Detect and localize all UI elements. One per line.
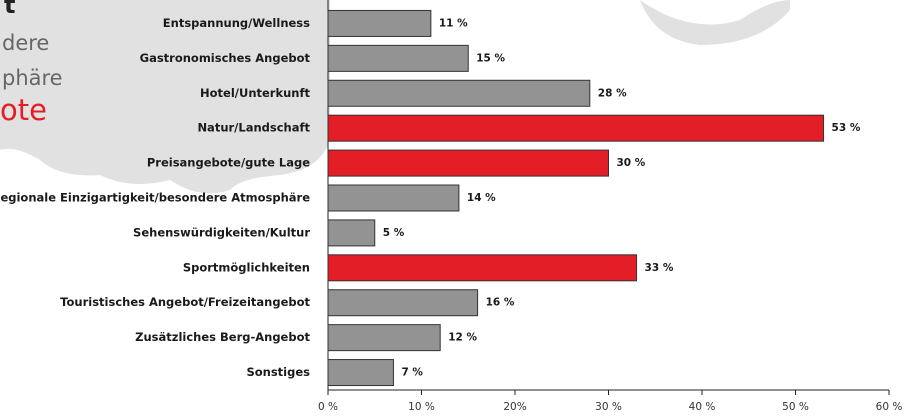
bar: [328, 45, 468, 71]
category-label: Sportmöglichkeiten: [183, 260, 310, 274]
bar: [328, 115, 824, 141]
x-tick-label: 10 %: [408, 401, 435, 413]
x-tick-label: 30 %: [595, 401, 622, 413]
background-text: t: [4, 0, 15, 19]
bar: [328, 255, 637, 281]
category-label: Natur/Landschaft: [197, 121, 310, 135]
value-label: 11 %: [439, 17, 468, 29]
category-label: Preisangebote/gute Lage: [147, 156, 310, 170]
value-label: 7 %: [401, 367, 423, 379]
bar: [328, 290, 478, 316]
bar: [328, 150, 609, 176]
x-tick-label: 40 %: [689, 401, 716, 413]
category-label: Touristisches Angebot/Freizeitangebot: [60, 295, 310, 309]
category-label: Regionale Einzigartigkeit/besondere Atmo…: [0, 191, 310, 205]
bar: [328, 360, 393, 386]
background-text: ote: [0, 93, 47, 127]
category-label: Hotel/Unterkunft: [200, 86, 310, 100]
value-label: 15 %: [476, 52, 505, 64]
bar: [328, 10, 431, 36]
x-tick-label: 60 %: [876, 401, 903, 413]
value-label: 16 %: [486, 297, 515, 309]
value-label: 14 %: [467, 192, 496, 204]
category-label: Gastronomisches Angebot: [140, 51, 311, 65]
bar: [328, 185, 459, 211]
value-label: 12 %: [448, 332, 477, 344]
value-label: 28 %: [598, 87, 627, 99]
value-label: 33 %: [645, 262, 674, 274]
category-label: Entspannung/Wellness: [163, 16, 310, 30]
value-label: 53 %: [832, 122, 861, 134]
value-label: 30 %: [617, 157, 646, 169]
background-arc: [640, 0, 790, 45]
category-label: Zusätzliches Berg-Angebot: [135, 330, 310, 344]
x-tick-label: 0 %: [318, 401, 338, 413]
bar: [328, 325, 440, 351]
bar: [328, 80, 590, 106]
category-label: Sonstiges: [246, 365, 310, 379]
bar: [328, 220, 375, 246]
x-tick-label: 50 %: [782, 401, 809, 413]
category-label: Sehenswürdigkeiten/Kultur: [133, 225, 310, 239]
value-label: 5 %: [383, 227, 405, 239]
x-tick-label: 20%: [503, 401, 526, 413]
chart: t dere phäre ote 0 % 10 % 20% 30 % 40 % 50 % 6…: [0, 0, 919, 417]
background-text: phäre: [2, 66, 63, 90]
background-text: dere: [2, 31, 49, 55]
